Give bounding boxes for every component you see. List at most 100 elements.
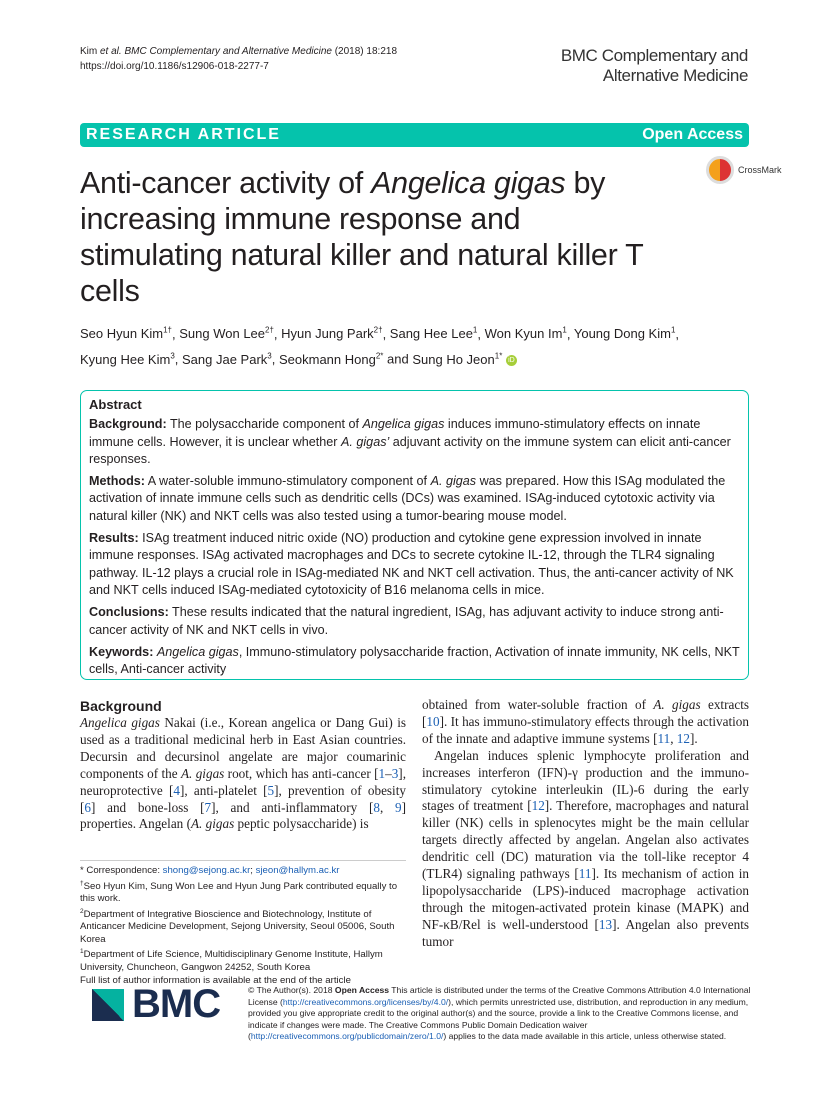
author-name[interactable]: Sang Hee Lee1 — [390, 326, 478, 341]
text-run: was prepared. How this ISAg modulated th… — [89, 474, 726, 523]
text-run: ], anti-platelet [ — [179, 782, 268, 798]
orcid-icon[interactable]: iD — [505, 354, 517, 366]
citation-year: (2018) 18:218 — [331, 46, 398, 57]
text-run: by — [565, 166, 606, 200]
citation-link[interactable]: 5 — [267, 782, 275, 798]
citation-link[interactable]: 13 — [598, 916, 613, 932]
title-line: stimulating natural killer and natural k… — [80, 237, 680, 273]
waiver-link[interactable]: http://creativecommons.org/publicdomain/… — [250, 1031, 444, 1042]
text-run: stimulating natural killer and natural k… — [80, 238, 644, 272]
text-run: peptic polysaccharide) is — [234, 816, 369, 832]
right-column: obtained from water-soluble fraction of … — [422, 697, 749, 951]
title-line: increasing immune response and — [80, 201, 680, 237]
author-name[interactable]: Kyung Hee Kim3 — [80, 351, 175, 367]
journal-line: BMC Complementary and — [560, 46, 749, 65]
article-type: RESEARCH ARTICLE — [86, 126, 281, 143]
journal-line: Alternative Medicine — [602, 66, 748, 85]
citation-link[interactable]: 4 — [173, 782, 180, 798]
journal-name: BMC Complementary and Alternative Medici… — [560, 46, 749, 86]
crossmark-button[interactable]: CrossMark — [706, 156, 782, 184]
author-name-text: Sang Jae Park — [182, 351, 268, 367]
text-run: ] properties. Angelan ( — [80, 799, 407, 832]
email-link[interactable]: sjeon@hallym.ac.kr — [255, 865, 340, 876]
text-run: Results: — [89, 531, 139, 546]
article-title: Anti-cancer activity of Angelica gigas b… — [80, 165, 680, 309]
crossmark-label: CrossMark — [738, 165, 782, 175]
author-name-text: Kyung Hee Kim — [80, 351, 171, 367]
abstract-section: Keywords: Angelica gigas, Immuno-stimula… — [89, 644, 740, 679]
citation-link[interactable]: 9 — [395, 799, 402, 815]
text-run: induces immuno-stimulatory effects on in… — [89, 417, 701, 449]
citation-link[interactable]: 12 — [531, 798, 545, 814]
conjunction: and — [387, 351, 409, 367]
author-name[interactable]: Sung Ho Jeon1* — [412, 351, 502, 367]
text-run: ]. Therefore, macrophages and natural ki… — [422, 798, 749, 882]
author-name[interactable]: Seo Hyun Kim1† — [80, 326, 172, 341]
body-paragraph: Angelica gigas Nakai (i.e., Korean angel… — [80, 715, 406, 833]
license-text: This article is distributed under the te… — [248, 985, 751, 1007]
text-run: ], and anti-inflammatory [ — [211, 799, 374, 815]
author-name[interactable]: Young Dong Kim1 — [574, 326, 676, 341]
doi-link[interactable]: https://doi.org/10.1186/s12906-018-2277-… — [80, 61, 269, 72]
author-info-note: Full list of author information is avail… — [80, 974, 351, 986]
author-name[interactable]: Sung Won Lee2† — [179, 326, 274, 341]
text-run: These results indicated that the natural… — [89, 605, 724, 637]
text-run: extracts [ — [422, 697, 749, 729]
citation-link[interactable]: 3 — [391, 765, 399, 781]
text-run: The polysaccharide component of — [166, 417, 363, 432]
author-list: Seo Hyun Kim1†, Sung Won Lee2†, Hyun Jun… — [80, 326, 680, 367]
correspondence-label: * Correspondence: — [80, 865, 163, 876]
abstract-section: Background: The polysaccharide component… — [89, 416, 740, 468]
citation-link[interactable]: 10 — [426, 713, 440, 729]
text-run: Angelica gigas — [371, 166, 566, 200]
license-text: ) applies to the data made available in … — [443, 1031, 727, 1042]
citation-link[interactable]: 8 — [373, 799, 380, 815]
citation-link[interactable]: 6 — [84, 799, 91, 815]
citation-link[interactable]: 1 — [378, 765, 386, 781]
author-name[interactable]: Seokmann Hong2* — [279, 351, 384, 366]
affiliation-marker: 2* — [375, 351, 384, 361]
license-link[interactable]: http://creativecommons.org/licenses/by/4… — [282, 996, 449, 1007]
text-run: – — [385, 765, 392, 781]
abstract-section: Results: ISAg treatment induced nitric o… — [89, 530, 740, 599]
text-run: A. gigas — [180, 765, 225, 781]
text-run: Nakai (i.e., Korean angelica or Dang Gui… — [80, 715, 407, 781]
text-run: increasing immune response and — [80, 202, 521, 236]
equal-contribution-note: Seo Hyun Kim, Sung Won Lee and Hyun Jung… — [80, 880, 398, 905]
author-name-text: Sung Ho Jeon — [412, 351, 495, 367]
citation-link[interactable]: 12 — [676, 730, 690, 746]
author-name[interactable]: Won Kyun Im1 — [485, 326, 567, 341]
text-run: A. gigas — [430, 474, 477, 489]
citation-link[interactable]: 11 — [578, 866, 592, 882]
affiliation-marker: 1 — [670, 326, 676, 335]
citation-link[interactable]: 7 — [204, 799, 212, 815]
author-name[interactable]: Hyun Jung Park2† — [281, 326, 382, 341]
affiliation-marker: 1 — [472, 326, 478, 335]
affiliation-marker: 1 — [562, 326, 567, 335]
bmc-logo-icon — [92, 988, 124, 1021]
affiliation: Department of Integrative Bioscience and… — [80, 908, 395, 945]
text-run: ]. It has immuno-stimulatory effects thr… — [422, 713, 749, 746]
affiliation-marker: 3 — [267, 351, 272, 361]
text-run: ], neuroprotective [ — [80, 765, 406, 798]
text-run: ]. — [689, 730, 698, 746]
section-heading: Background — [80, 698, 162, 714]
author-name[interactable]: Sang Jae Park3 — [182, 351, 272, 367]
text-run: , — [379, 799, 396, 815]
abstract-box: Abstract Background: The polysaccharide … — [80, 390, 749, 680]
left-column: Background Angelica gigas Nakai (i.e., K… — [80, 697, 406, 833]
bmc-logo-text: BMC — [132, 982, 221, 1026]
affiliation-marker: 3 — [170, 351, 175, 361]
text-run: Background: — [89, 417, 167, 432]
author-name-text: Hyun Jung Park — [281, 326, 374, 342]
text-run: A. gigas’ — [340, 434, 390, 449]
license-text: ), which permits unrestricted use, distr… — [248, 996, 749, 1042]
license-oa: Open Access — [334, 985, 390, 995]
text-run: , Immuno-stimulatory polysaccharide frac… — [89, 644, 740, 677]
abstract-section: Conclusions: These results indicated tha… — [89, 604, 740, 639]
email-link[interactable]: shong@sejong.ac.kr — [162, 865, 251, 876]
affiliation-marker: 2† — [265, 326, 274, 335]
citation-link[interactable]: 11 — [657, 730, 671, 746]
open-access-label: Open Access — [642, 126, 743, 143]
text-run: ISAg treatment induced nitric oxide (NO)… — [89, 531, 734, 597]
